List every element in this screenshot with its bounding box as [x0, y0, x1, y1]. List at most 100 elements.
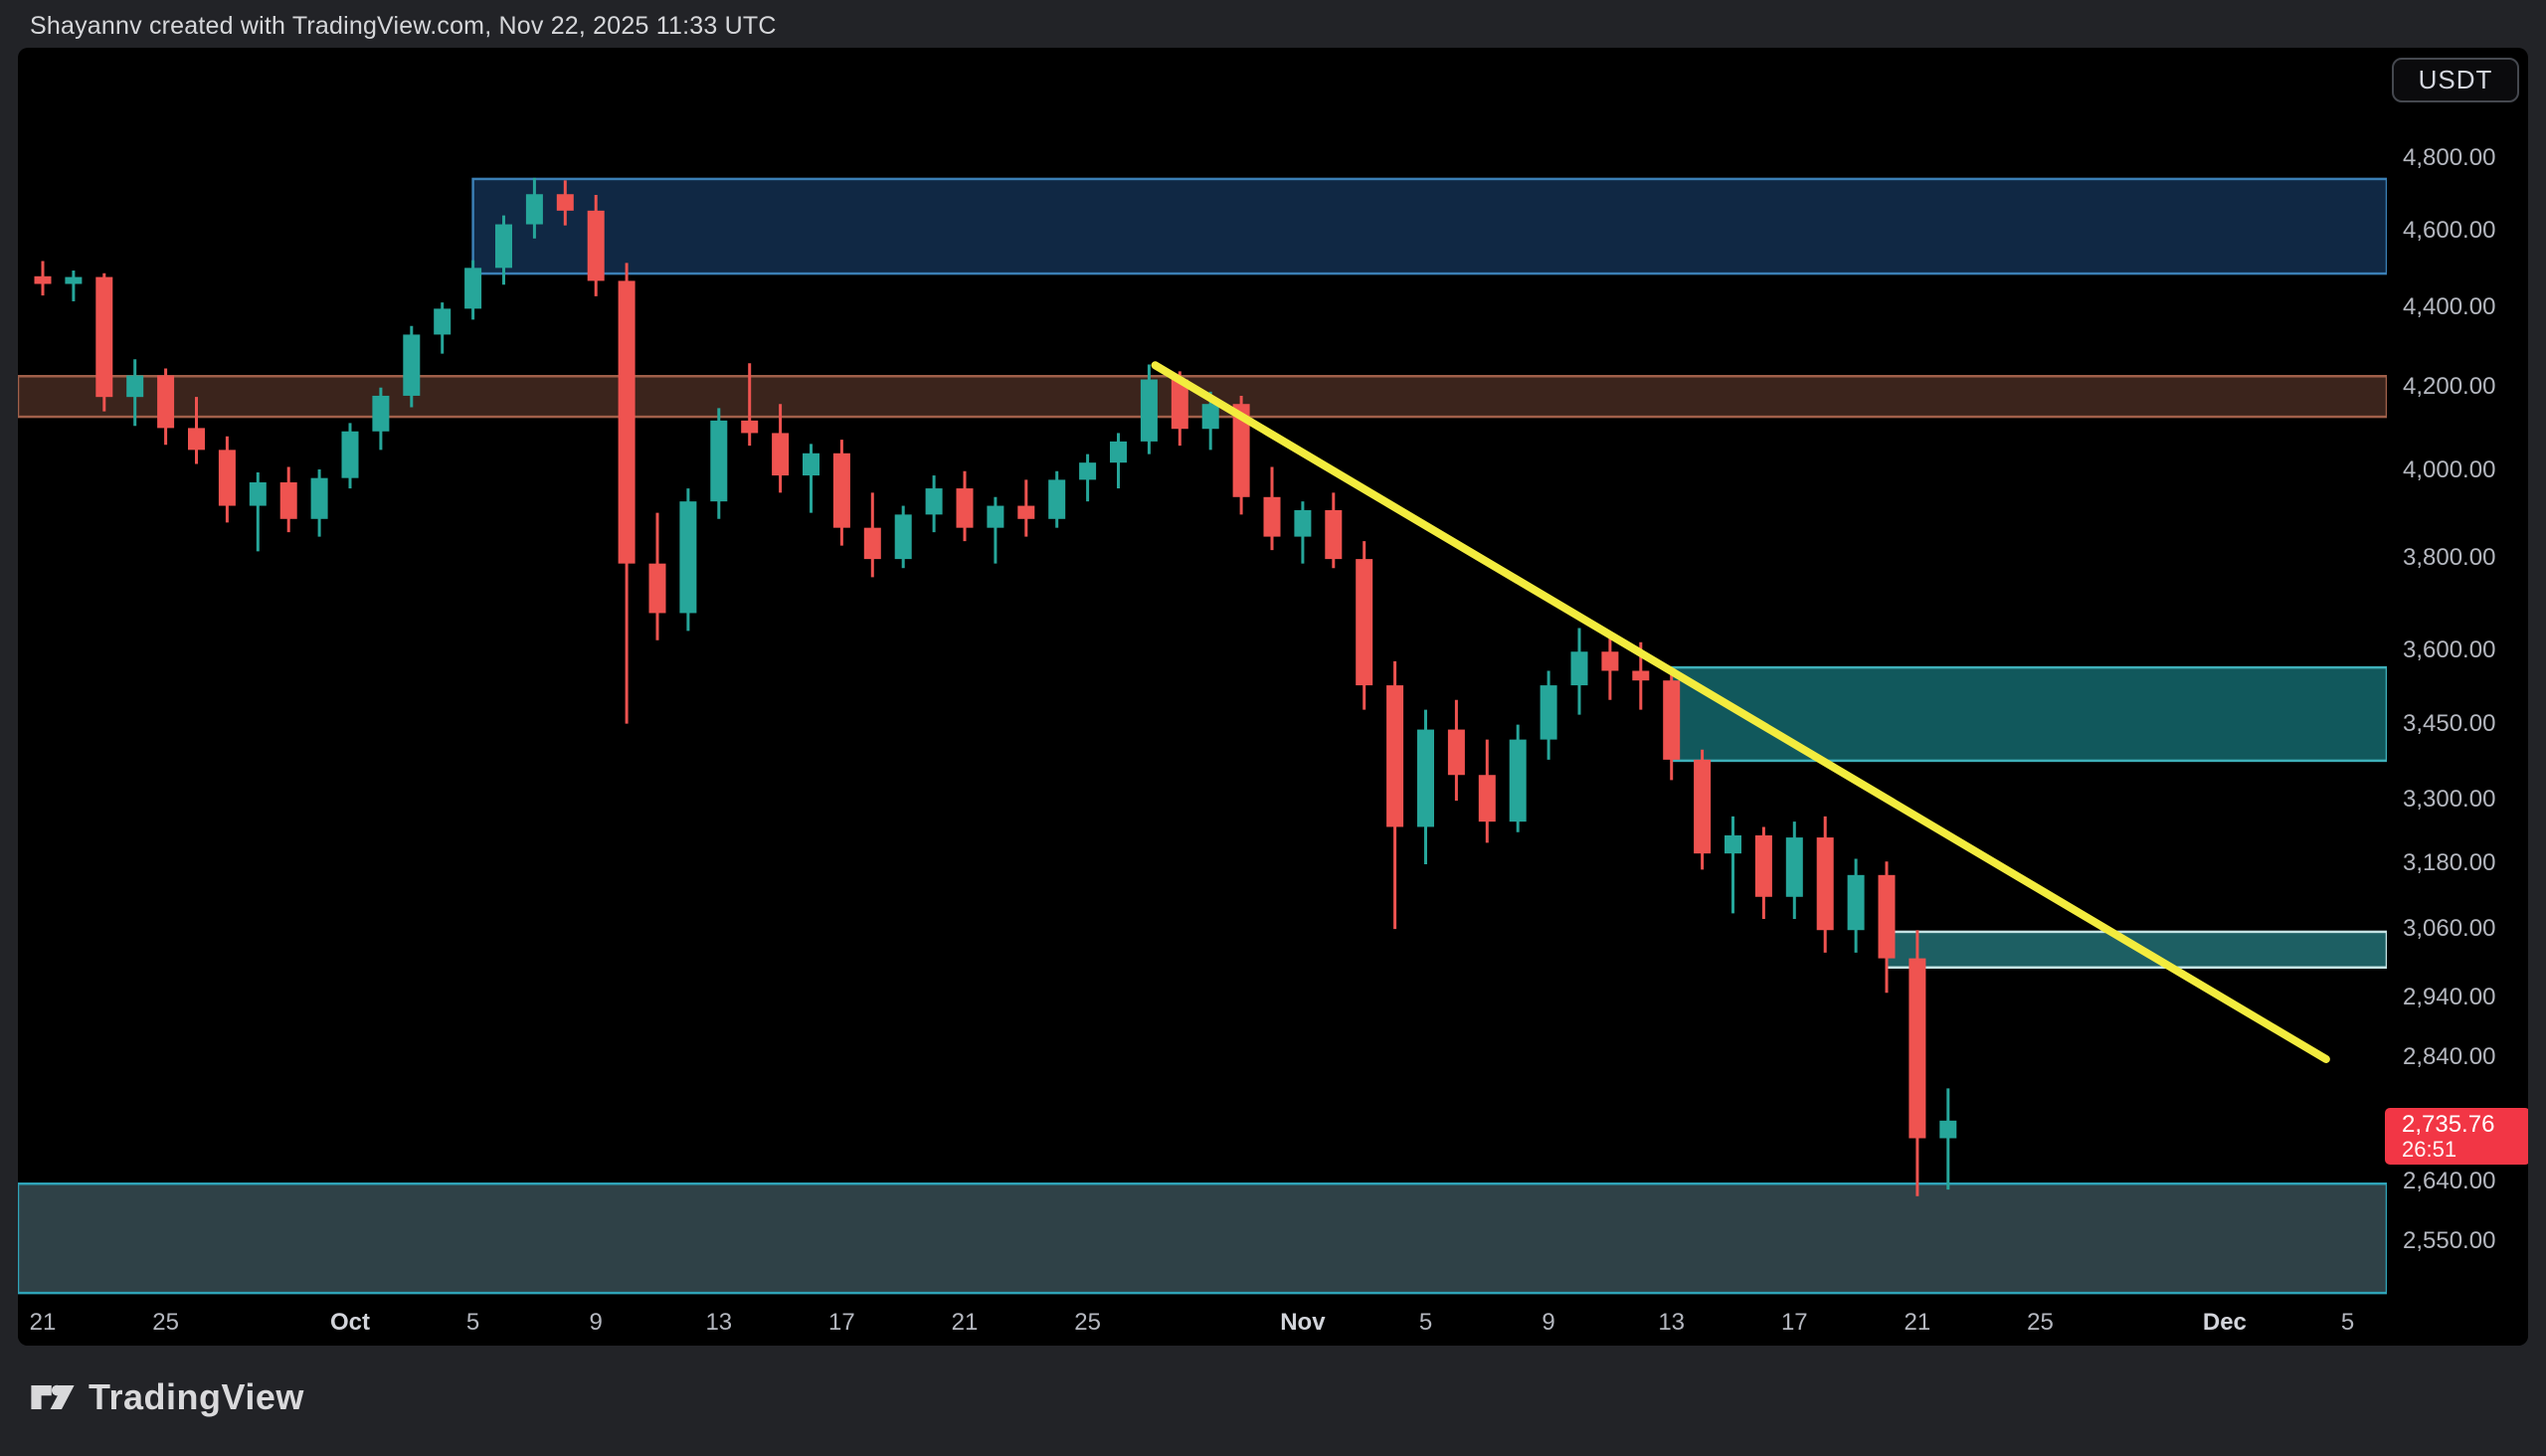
candle-body [1570, 651, 1588, 686]
candle-body [1079, 462, 1097, 480]
time-tick-label: Oct [329, 1308, 371, 1336]
candle-body [34, 275, 52, 284]
candle-body [525, 194, 543, 225]
candle-body [403, 334, 421, 396]
candle-body [65, 276, 83, 284]
candle-body [1201, 404, 1219, 430]
candle-body [1386, 685, 1404, 827]
candle-body [1694, 759, 1712, 854]
time-tick-label: Nov [1280, 1308, 1326, 1336]
last-price-value: 2,735.76 [2402, 1111, 2495, 1138]
zone-demand-zone-bottom [18, 1182, 2387, 1295]
candle-body [495, 224, 512, 269]
candle-body [1663, 680, 1681, 760]
price-tick-label: 4,800.00 [2403, 144, 2496, 171]
time-tick-label: 25 [1074, 1308, 1101, 1336]
candle-countdown: 26:51 [2402, 1137, 2457, 1162]
candle-body [1847, 874, 1865, 931]
time-tick-label: 9 [1542, 1308, 1555, 1336]
chart-panel: 4,800.00 4,600.00 4,400.00 4,200.00 4,000.00… [18, 48, 2528, 1346]
zone-supply-zone-mid [1670, 665, 2387, 763]
price-tick-label: 4,400.00 [2403, 292, 2496, 320]
candle-body [1017, 505, 1035, 519]
candle-body [1754, 834, 1772, 897]
candle-body [1356, 559, 1373, 686]
candle-body [279, 481, 297, 519]
price-tick-label: 2,840.00 [2403, 1042, 2496, 1070]
chart-svg[interactable] [18, 48, 2528, 1346]
candle-body [648, 563, 666, 614]
time-tick-label: 21 [951, 1308, 979, 1336]
candle-body [464, 268, 482, 309]
candle-body [1785, 837, 1803, 897]
time-tick-label: 25 [2027, 1308, 2054, 1336]
candle-body [832, 453, 850, 528]
time-tick-label: 25 [152, 1308, 179, 1336]
candle-body [372, 395, 390, 432]
candle-body [1140, 379, 1158, 442]
candle-body [1909, 958, 1926, 1139]
candle-body [1632, 670, 1650, 681]
time-tick-label: 5 [1418, 1308, 1433, 1336]
candle-body [126, 375, 144, 398]
tradingview-logo-text: TradingView [89, 1376, 304, 1417]
candle-body [1878, 874, 1896, 959]
candle-body [95, 276, 113, 398]
price-axis[interactable]: 4,800.00 4,600.00 4,400.00 4,200.00 4,000.00… [2387, 48, 2528, 1299]
price-tick-label: 3,450.00 [2403, 709, 2496, 737]
candle-body [1417, 729, 1434, 827]
price-tick-label: 3,600.00 [2403, 637, 2496, 664]
price-tick-label: 4,200.00 [2403, 372, 2496, 400]
candle-body [1816, 837, 1834, 931]
time-tick-label: 5 [2340, 1308, 2355, 1336]
candle-body [1601, 651, 1619, 671]
time-tick-label: 21 [29, 1308, 57, 1336]
price-tick-label: 3,300.00 [2403, 786, 2496, 814]
candle-body [772, 433, 790, 476]
zone-supply-zone-top [471, 177, 2387, 275]
time-tick-label: 17 [1780, 1308, 1808, 1336]
candle-body [741, 420, 759, 434]
candle-body [1110, 441, 1127, 463]
time-tick-label: 17 [828, 1308, 855, 1336]
candle-body [587, 210, 605, 281]
candle-body [556, 194, 574, 211]
candle-body [1447, 729, 1465, 776]
candle-body [1478, 775, 1496, 822]
candle-body [1232, 404, 1250, 497]
price-tick-label: 4,600.00 [2403, 217, 2496, 245]
candle-body [341, 431, 359, 478]
time-tick-label: 21 [1904, 1308, 1931, 1336]
candle-body [925, 488, 943, 515]
price-tick-label: 3,180.00 [2403, 848, 2496, 876]
price-tick-label: 3,060.00 [2403, 915, 2496, 943]
candle-body [987, 505, 1004, 528]
candle-body [434, 308, 452, 335]
quote-currency-badge[interactable]: USDT [2392, 58, 2519, 102]
price-tick-label: 3,800.00 [2403, 544, 2496, 572]
candle-body [679, 501, 697, 614]
candle-body [1540, 685, 1557, 740]
time-tick-label: 13 [705, 1308, 733, 1336]
candle-body [956, 488, 974, 528]
candle-body [1294, 509, 1312, 537]
candle-body [1509, 739, 1527, 822]
price-tick-label: 4,000.00 [2403, 455, 2496, 483]
price-tick-label: 2,550.00 [2403, 1227, 2496, 1254]
candle-body [1725, 834, 1741, 854]
candle-body [218, 450, 236, 506]
time-tick-label: 13 [1658, 1308, 1686, 1336]
time-tick-label: 5 [465, 1308, 480, 1336]
price-tick-label: 2,940.00 [2403, 983, 2496, 1010]
tradingview-logo[interactable]: TradingView [30, 1376, 304, 1418]
attribution-text: Shayannv created with TradingView.com, N… [30, 12, 777, 40]
candle-body [894, 514, 912, 560]
last-price-label: 2,735.76 26:51 [2385, 1108, 2528, 1165]
candle-body [1263, 496, 1281, 537]
time-axis[interactable]: 21 25 Oct 5 9 13 17 21 25 Nov 5 9 13 17 21 25 Dec 5 [18, 1299, 2528, 1346]
candle-body [1048, 479, 1066, 519]
candle-body [1171, 379, 1188, 430]
descending-trendline[interactable] [1151, 361, 2330, 1063]
candle-body [710, 420, 728, 502]
candle-body [863, 527, 881, 560]
